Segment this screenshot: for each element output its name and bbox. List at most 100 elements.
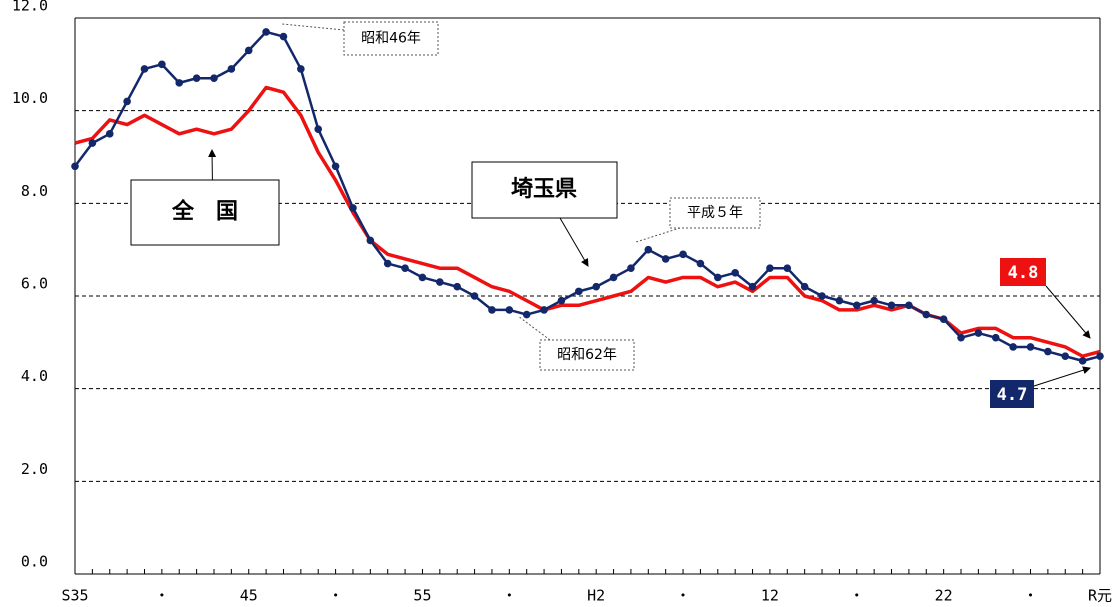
point <box>661 255 670 263</box>
point <box>1044 347 1052 356</box>
point <box>905 301 913 310</box>
legend-saitama-text: 埼玉県 <box>511 177 577 202</box>
point <box>470 292 479 300</box>
point <box>453 282 462 291</box>
x-tick-label: 22 <box>935 587 953 605</box>
annotation: 昭和46年 <box>361 31 421 47</box>
point <box>679 250 687 259</box>
point <box>644 245 653 254</box>
y-tick-label: 10.0 <box>12 89 48 107</box>
point <box>210 74 218 83</box>
x-tick-label: 12 <box>761 587 779 605</box>
point <box>262 28 270 36</box>
point <box>314 125 323 133</box>
value-label-box <box>990 380 1034 408</box>
point <box>488 306 496 314</box>
x-tick-label: ・ <box>676 587 691 605</box>
point <box>383 259 392 268</box>
value-label: 4.8 <box>1008 263 1039 283</box>
x-tick-label: ・ <box>328 587 343 605</box>
point <box>418 273 427 282</box>
x-tick-label: ・ <box>1023 587 1038 605</box>
annotation: 平成５年 <box>687 205 743 221</box>
x-tick-label: ・ <box>154 587 169 605</box>
point <box>123 97 131 106</box>
point <box>748 282 757 291</box>
x-tick-label: ・ <box>502 587 517 605</box>
point <box>957 333 965 342</box>
y-tick-label: 8.0 <box>21 182 48 200</box>
x-tick-label: 55 <box>413 587 431 605</box>
point <box>887 301 896 310</box>
point <box>331 162 340 171</box>
point <box>766 264 774 273</box>
point <box>835 296 844 305</box>
point <box>575 287 583 296</box>
point <box>192 74 201 83</box>
point <box>522 310 531 319</box>
y-tick-label: 6.0 <box>21 275 48 293</box>
point <box>436 278 444 286</box>
point <box>783 264 792 273</box>
callout-arrow <box>559 217 589 267</box>
annotation-box <box>539 339 635 371</box>
y-tick-label: 4.0 <box>21 367 48 385</box>
x-tick-label: S35 <box>61 587 88 605</box>
annotation-box <box>669 197 761 229</box>
point <box>71 162 79 171</box>
x-tick-label: 45 <box>240 587 258 605</box>
annotation-line <box>635 227 681 243</box>
point <box>244 46 253 55</box>
annotation-line <box>517 315 551 341</box>
point <box>105 130 114 138</box>
point <box>974 329 983 337</box>
point <box>852 301 861 310</box>
point <box>540 306 548 314</box>
point <box>349 204 357 212</box>
point <box>1096 352 1104 361</box>
point <box>731 269 739 277</box>
value-label-arrow <box>1033 366 1091 387</box>
y-tick-label: 0.0 <box>21 553 48 571</box>
point <box>88 139 97 147</box>
value-label: 4.7 <box>997 385 1028 405</box>
point <box>1078 357 1087 365</box>
point <box>366 236 375 245</box>
legend-national-text: 全 国 <box>171 199 238 225</box>
point <box>227 65 236 73</box>
point <box>557 296 566 305</box>
point <box>297 65 305 73</box>
x-tick-label: R元 <box>1088 587 1112 605</box>
point <box>939 315 948 323</box>
point <box>800 282 809 291</box>
annotation-line <box>281 23 345 31</box>
x-tick-label: ・ <box>849 587 864 605</box>
point <box>140 65 149 73</box>
point <box>279 32 288 41</box>
point <box>922 310 931 319</box>
point <box>1061 352 1070 361</box>
point <box>713 273 722 282</box>
point <box>627 264 635 273</box>
point <box>1026 343 1035 351</box>
point <box>818 292 826 300</box>
point <box>401 264 409 273</box>
point <box>991 333 1000 342</box>
point <box>609 273 618 282</box>
x-tick-label: H2 <box>587 587 605 605</box>
value-label-box <box>1000 258 1046 286</box>
y-tick-label: 12.0 <box>12 0 48 15</box>
point <box>175 79 184 87</box>
point <box>592 282 600 291</box>
annotation-box <box>343 21 439 56</box>
point <box>158 60 166 69</box>
point <box>1009 343 1017 351</box>
value-label-arrow <box>1045 285 1091 339</box>
point <box>696 259 705 268</box>
annotation: 昭和62年 <box>557 347 617 363</box>
y-tick-label: 2.0 <box>21 460 48 478</box>
legend-national <box>130 179 280 246</box>
point <box>505 306 514 314</box>
